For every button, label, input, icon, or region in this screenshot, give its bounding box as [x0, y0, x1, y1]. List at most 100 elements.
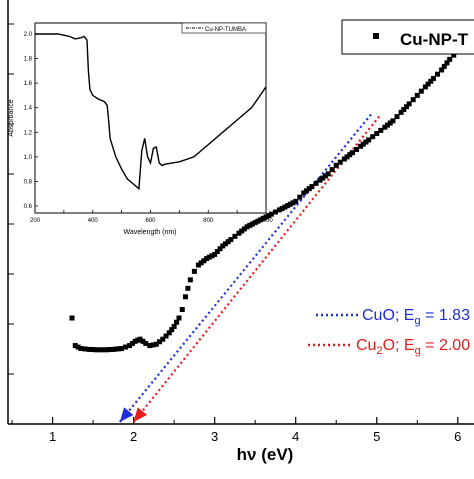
data-point [297, 194, 303, 200]
data-point [143, 340, 149, 346]
data-point [98, 347, 104, 353]
inset-x-ticks: 200 400 600 800 1000 [30, 210, 273, 224]
data-point [394, 114, 400, 120]
fit-lines [118, 111, 382, 423]
inset-y-tick-label: 1.6 [24, 81, 33, 87]
data-point [182, 294, 188, 300]
data-point [89, 347, 95, 353]
data-point [169, 327, 175, 333]
data-point [439, 67, 445, 73]
inset-x-tick-label: 600 [145, 218, 156, 224]
data-point [191, 268, 197, 274]
inset-legend-label: Cu-NP-TUMBA [205, 27, 246, 33]
main-x-tick-label: 6 [454, 429, 461, 444]
inset-chart: 0.6 0.8 1.0 1.2 1.4 1.6 1.8 2.0 200 400 600 800 100… [8, 22, 273, 236]
data-point [206, 254, 212, 260]
cu2o-label-tail: = 2.00 [421, 337, 470, 354]
cu2o-annotation-label: Cu2O; Eg = 2.00 [356, 337, 470, 357]
inset-legend-box [181, 22, 267, 34]
data-point [360, 141, 366, 147]
inset-x-tick-label: 1000 [259, 218, 273, 224]
cu2o-label-sub: 2 [376, 345, 382, 357]
inset-y-tick-label: 2.0 [24, 32, 33, 38]
data-point [337, 159, 343, 165]
cu2o-label-mid: O; E [383, 337, 415, 354]
inset-y-tick-label: 1.8 [24, 57, 33, 63]
data-point [75, 344, 81, 350]
data-point [268, 211, 274, 217]
data-point [258, 217, 264, 223]
data-point [401, 107, 407, 113]
fit-arrow [119, 407, 134, 422]
data-point [241, 226, 247, 232]
data-point [374, 131, 380, 137]
data-point [113, 346, 119, 352]
cu2o-label-sub2: g [415, 345, 421, 357]
inset-y-tick-label: 0.6 [24, 204, 33, 210]
data-point [390, 118, 396, 124]
data-point [214, 249, 220, 255]
inset-y-tick-label: 1.0 [24, 155, 33, 161]
cuo-annotation-label: CuO; Eg = 1.83 [362, 307, 470, 327]
data-point [236, 230, 242, 236]
data-point [195, 262, 201, 268]
inset-legend: Cu-NP-TUMBA [181, 22, 267, 34]
data-point [451, 52, 457, 58]
data-point [220, 243, 226, 249]
main-y-ticks [8, 23, 14, 425]
data-point [358, 143, 364, 149]
data-point [293, 198, 299, 204]
data-point [414, 92, 420, 98]
data-point [105, 347, 111, 353]
data-point [347, 152, 353, 158]
data-point [118, 346, 124, 352]
data-point [171, 323, 177, 329]
data-point [247, 222, 253, 228]
data-point [232, 233, 238, 239]
main-x-tick-label: 1 [49, 429, 56, 444]
cu2o-label-base: Cu [356, 337, 376, 354]
data-point [285, 203, 291, 209]
data-point [244, 224, 250, 230]
data-point [86, 346, 92, 352]
data-point [349, 150, 355, 156]
data-point [110, 346, 116, 352]
data-point [430, 75, 436, 81]
data-point [282, 204, 288, 210]
data-point [94, 347, 100, 353]
data-point [116, 346, 122, 352]
data-point [252, 220, 258, 226]
data-point [279, 205, 285, 211]
data-point [398, 109, 404, 115]
main-x-tick-label: 3 [211, 429, 218, 444]
data-point [382, 124, 388, 130]
data-point [425, 81, 431, 87]
data-point [329, 167, 335, 173]
data-point [317, 177, 323, 183]
data-point [406, 101, 412, 107]
data-point [422, 84, 428, 90]
data-point [320, 175, 326, 181]
inset-y-axis-label: Absorbance [8, 99, 15, 136]
data-point [212, 251, 218, 257]
data-point [150, 342, 156, 348]
data-point [198, 260, 204, 266]
inset-y-tick-label: 0.8 [24, 179, 33, 185]
data-point [333, 162, 339, 168]
data-point [222, 241, 228, 247]
data-point [363, 139, 369, 145]
data-point [228, 237, 234, 243]
legend-label: Cu-NP-T [400, 30, 469, 49]
data-point [260, 215, 266, 221]
data-point [72, 343, 78, 349]
data-point [344, 154, 350, 160]
fit-line [118, 111, 374, 423]
legend-marker [373, 33, 379, 39]
cuo-label-base: CuO; E [362, 307, 414, 324]
data-point [123, 344, 129, 350]
data-point [108, 347, 114, 353]
cuo-label-sub: g [414, 315, 420, 327]
inset-y-tick-label: 1.4 [24, 106, 33, 112]
